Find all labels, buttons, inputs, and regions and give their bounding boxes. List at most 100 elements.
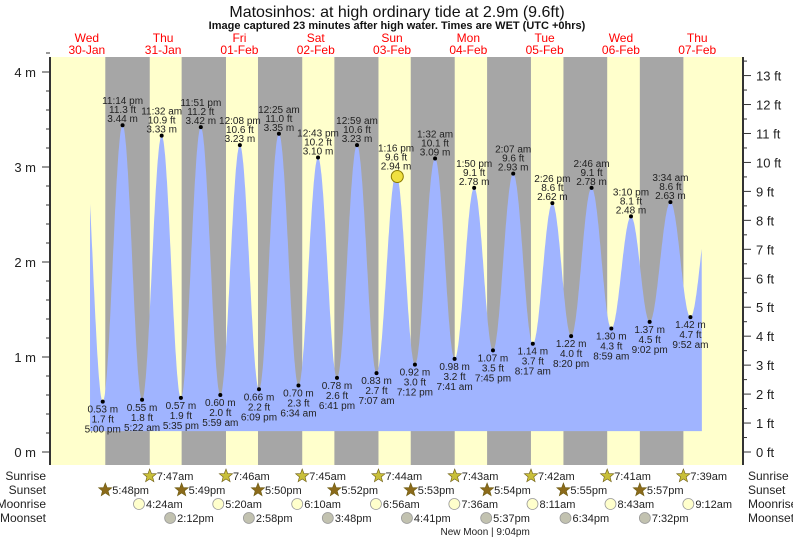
low-tide-m: 1.07 m [478, 353, 509, 364]
left-tick-label: 2 m [14, 255, 36, 270]
sunset-time: 5:50pm [265, 485, 302, 497]
low-tide-m: 0.57 m [166, 401, 197, 412]
high-tide-m: 3.10 m [303, 147, 334, 158]
sunset-icon [479, 482, 495, 497]
day-date-label: 03-Feb [373, 43, 411, 57]
moonset-time: 2:12pm [177, 513, 214, 525]
sunrise-row-label: Sunrise [5, 469, 46, 483]
sunrise-icon [523, 468, 539, 483]
low-tide-point [296, 383, 301, 388]
moonrise-icon [682, 498, 695, 510]
sunrise-time: 7:41am [614, 471, 651, 483]
low-tide-point [140, 397, 145, 402]
low-tide-ft: 1.9 ft [170, 411, 192, 422]
moonset-row-label: Moonset [0, 511, 47, 525]
high-tide-time: 11:51 pm [180, 98, 221, 109]
sunrise-row-label-right: Sunrise [748, 469, 789, 483]
high-tide-m: 3.35 m [264, 123, 295, 134]
right-tick-label: 10 ft [756, 155, 782, 170]
sunrise-icon [294, 468, 310, 483]
low-tide-point [256, 387, 261, 392]
sunrise-time: 7:39am [690, 471, 727, 483]
sunset-icon [250, 482, 266, 497]
right-tick-label: 5 ft [756, 300, 774, 315]
high-tide-ft: 9.1 ft [580, 168, 602, 179]
low-tide-time: 7:45 pm [475, 373, 511, 384]
sunset-time: 5:53pm [418, 485, 455, 497]
high-tide-m: 2.48 m [616, 205, 647, 216]
low-tide-ft: 3.0 ft [404, 378, 426, 389]
right-tick-label: 8 ft [756, 213, 774, 228]
chart-subtitle: Image captured 23 minutes after high wat… [209, 20, 586, 32]
high-tide-ft: 11.2 ft [187, 107, 214, 118]
left-tick-label: 3 m [14, 160, 36, 175]
high-tide-m: 2.93 m [498, 163, 529, 174]
sunset-time: 5:55pm [570, 485, 607, 497]
day-date-label: 31-Jan [145, 43, 182, 57]
low-tide-time: 5:35 pm [163, 421, 199, 432]
tide-area [90, 125, 702, 432]
moonrise-icon [291, 498, 304, 510]
low-tide-point [569, 334, 574, 339]
low-tide-point [334, 375, 339, 380]
high-tide-ft: 10.9 ft [148, 116, 176, 127]
low-tide-m: 1.22 m [556, 339, 587, 350]
day-date-label: 06-Feb [602, 43, 640, 57]
high-tide-point [120, 123, 125, 128]
day-name-label: Sat [307, 31, 326, 45]
low-tide-m: 1.37 m [634, 325, 665, 336]
high-tide-point [589, 185, 594, 190]
day-date-label: 02-Feb [297, 43, 335, 57]
moonrise-time: 6:56am [383, 499, 420, 511]
day-name-label: Wed [609, 31, 633, 45]
high-tide-time: 1:32 am [417, 129, 453, 140]
sunrise-time: 7:45am [309, 471, 346, 483]
sunset-time: 5:49pm [189, 485, 226, 497]
high-tide-m: 3.09 m [420, 147, 451, 158]
moonset-icon [321, 512, 334, 524]
high-tide-time: 12:08 pm [219, 116, 261, 127]
sunset-time: 5:48pm [112, 485, 149, 497]
high-tide-point [355, 143, 360, 148]
sunset-icon [403, 482, 419, 497]
sunrise-time: 7:47am [157, 471, 194, 483]
right-tick-label: 12 ft [756, 98, 782, 113]
high-tide-m: 3.44 m [107, 114, 138, 125]
right-tick-label: 3 ft [756, 358, 774, 373]
high-tide-time: 12:43 pm [297, 129, 339, 140]
low-tide-time: 7:41 am [437, 382, 473, 393]
sunrise-icon [599, 468, 615, 483]
low-tide-point [412, 362, 417, 367]
moonrise-row-label-right: Moonrise [748, 497, 793, 511]
low-tide-ft: 4.3 ft [600, 342, 622, 353]
moonset-time: 6:34pm [573, 513, 610, 525]
sunrise-icon [447, 468, 463, 483]
high-tide-point [237, 143, 242, 148]
moonset-icon [401, 512, 413, 524]
moonset-time: 3:48pm [335, 513, 372, 525]
low-tide-time: 5:00 pm [85, 425, 121, 436]
high-tide-ft: 10.2 ft [304, 138, 332, 149]
low-tide-time: 6:34 am [280, 409, 316, 420]
right-tick-label: 9 ft [756, 184, 774, 199]
right-tick-label: 6 ft [756, 271, 774, 286]
high-tide-point [276, 131, 281, 136]
left-tick-label: 4 m [14, 65, 36, 80]
sunset-icon [174, 482, 190, 497]
low-tide-time: 5:22 am [124, 423, 160, 434]
day-name-label: Sun [381, 31, 402, 45]
high-tide-point [668, 200, 673, 205]
sunset-row-label-right: Sunset [748, 483, 786, 497]
low-tide-point [374, 371, 379, 376]
low-tide-ft: 4.7 ft [679, 330, 701, 341]
sunrise-icon [675, 468, 691, 483]
moon-phase-label: New Moon | 9:04pm [440, 527, 529, 538]
low-tide-ft: 1.7 ft [92, 415, 114, 426]
low-tide-time: 8:59 am [593, 352, 629, 363]
high-tide-point [433, 156, 438, 161]
day-name-label: Wed [75, 31, 99, 45]
moonrise-time: 6:10am [304, 499, 341, 511]
day-date-label: 07-Feb [678, 43, 716, 57]
low-tide-ft: 2.2 ft [248, 402, 270, 413]
moonrise-time: 8:11am [539, 499, 575, 511]
